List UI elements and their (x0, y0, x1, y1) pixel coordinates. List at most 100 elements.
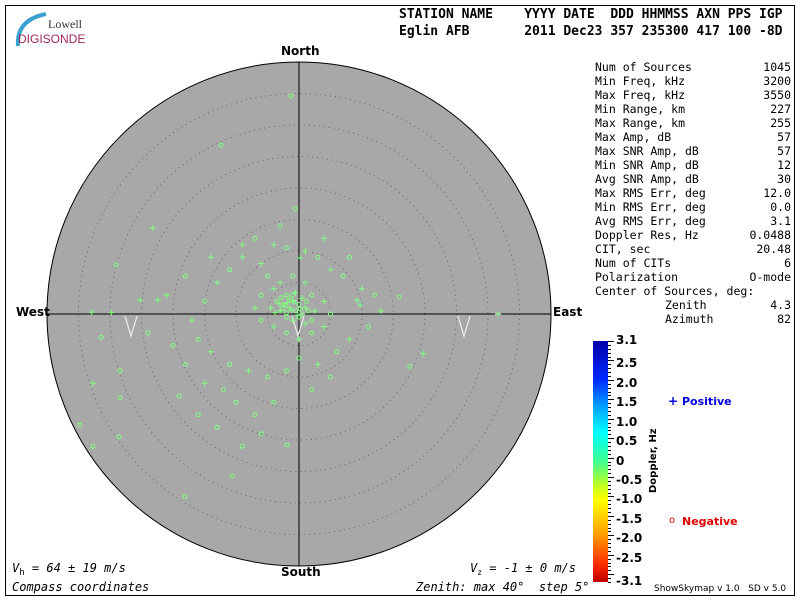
logo-digisonde: DIGISONDE (18, 32, 86, 46)
positive-point (299, 295, 306, 302)
positive-point (314, 361, 321, 368)
negative-point (265, 273, 270, 279)
colorbar-tick (608, 492, 611, 494)
vh-readout: Vh = 64 ± 19 m/s (12, 561, 126, 578)
vz-subscript: z (477, 568, 483, 577)
colorbar-tick-label: -0.5 (616, 472, 643, 487)
negative-point (77, 422, 83, 428)
colorbar-tick (608, 465, 611, 467)
colorbar-tick (608, 375, 611, 377)
v-marker (124, 315, 138, 339)
negative-point (305, 308, 311, 314)
stat-value: 30 (777, 172, 791, 186)
negative-point (218, 142, 224, 148)
negative-point (283, 245, 289, 251)
positive-point (289, 317, 296, 324)
negative-point (117, 395, 123, 401)
negative-point (372, 292, 378, 298)
zenith-note: Zenith: max 40° step 5° (416, 580, 590, 594)
header-values: Eglin AFB 2011 Dec23 357 235300 417 100 … (399, 24, 783, 39)
colorbar-tick (608, 515, 614, 517)
vh-symbol: V (12, 561, 20, 575)
colorbar-tick (608, 379, 614, 381)
negative-point (145, 330, 151, 336)
negative-point (280, 305, 286, 311)
stat-value: 20.48 (756, 242, 791, 256)
colorbar-tick (608, 582, 611, 583)
colorbar-tick (608, 562, 611, 564)
colorbar-tick (608, 535, 614, 537)
stat-label: Polarization (595, 270, 679, 284)
positive-point (294, 312, 301, 319)
negative-point (328, 311, 333, 317)
colorbar-tick (608, 418, 614, 420)
v-marker (457, 315, 471, 339)
colorbar-tick (608, 488, 611, 490)
colorbar-tick (608, 554, 614, 556)
legend-positive: Positive (682, 395, 732, 408)
negative-point (297, 306, 303, 312)
colorbar-tick (608, 360, 614, 362)
azimuth-label: Azimuth (665, 312, 714, 326)
negative-point (233, 399, 239, 405)
negative-point (407, 363, 413, 369)
center-title: Center of Sources, deg: (595, 284, 755, 298)
stat-value: 57 (777, 130, 791, 144)
stat-value: 57 (777, 144, 791, 158)
positive-point (327, 266, 334, 273)
negative-point (283, 310, 289, 316)
colorbar-tick (608, 547, 611, 549)
colorbar-tick (608, 508, 611, 510)
positive-point (297, 254, 304, 261)
positive-point (214, 279, 221, 286)
north-label: North (281, 44, 320, 58)
stat-value: 1045 (763, 60, 791, 74)
stat-label: Max Amp, dB (595, 130, 672, 144)
negative-point (258, 431, 264, 437)
vz-value: = -1 ± 0 m/s (489, 561, 576, 575)
colorbar-tick (608, 341, 614, 342)
stat-label: Avg RMS Err, deg (595, 214, 706, 228)
positive-point (357, 302, 364, 309)
colorbar-title: Doppler, Hz (648, 428, 659, 493)
stat-value: 3550 (763, 88, 791, 102)
zenith-value: 4.3 (770, 298, 791, 312)
negative-point (340, 273, 346, 279)
colorbar-tick (608, 348, 611, 350)
colorbar-tick (608, 387, 611, 389)
east-label: East (553, 305, 583, 319)
colorbar-tick (608, 445, 611, 447)
stat-value: O-mode (749, 270, 791, 284)
positive-point (311, 307, 318, 314)
colorbar-tick-label: -2.5 (616, 550, 643, 565)
positive-point (207, 348, 214, 355)
colorbar-tick (608, 578, 611, 580)
positive-point (292, 289, 299, 296)
negative-point (239, 443, 245, 449)
colorbar-tick (608, 442, 611, 444)
stat-label: Min RMS Err, deg (595, 200, 706, 214)
colorbar-tick-label: -2.0 (616, 531, 643, 546)
negative-point (227, 267, 233, 273)
positive-point (495, 311, 502, 317)
positive-point (359, 285, 365, 292)
positive-point (270, 323, 277, 330)
logo-arc-icon (15, 12, 47, 47)
stat-label: Num of CITs (595, 256, 672, 270)
colorbar-tick (608, 500, 611, 502)
positive-point (296, 336, 302, 343)
colorbar-tick (608, 356, 611, 358)
azimuth-value: 82 (777, 312, 791, 326)
positive-point (270, 241, 277, 248)
colorbar-tick (608, 457, 614, 459)
negative-point (365, 324, 371, 330)
version-text: ShowSkymap v 1.0 SD v 5.0 (654, 584, 787, 594)
colorbar-tick (608, 344, 611, 346)
negative-point (296, 355, 302, 361)
legend-positive-symbol: + (668, 394, 679, 408)
negative-point (170, 343, 176, 348)
negative-point (195, 336, 201, 342)
positive-point (275, 300, 282, 307)
positive-point (346, 336, 353, 343)
